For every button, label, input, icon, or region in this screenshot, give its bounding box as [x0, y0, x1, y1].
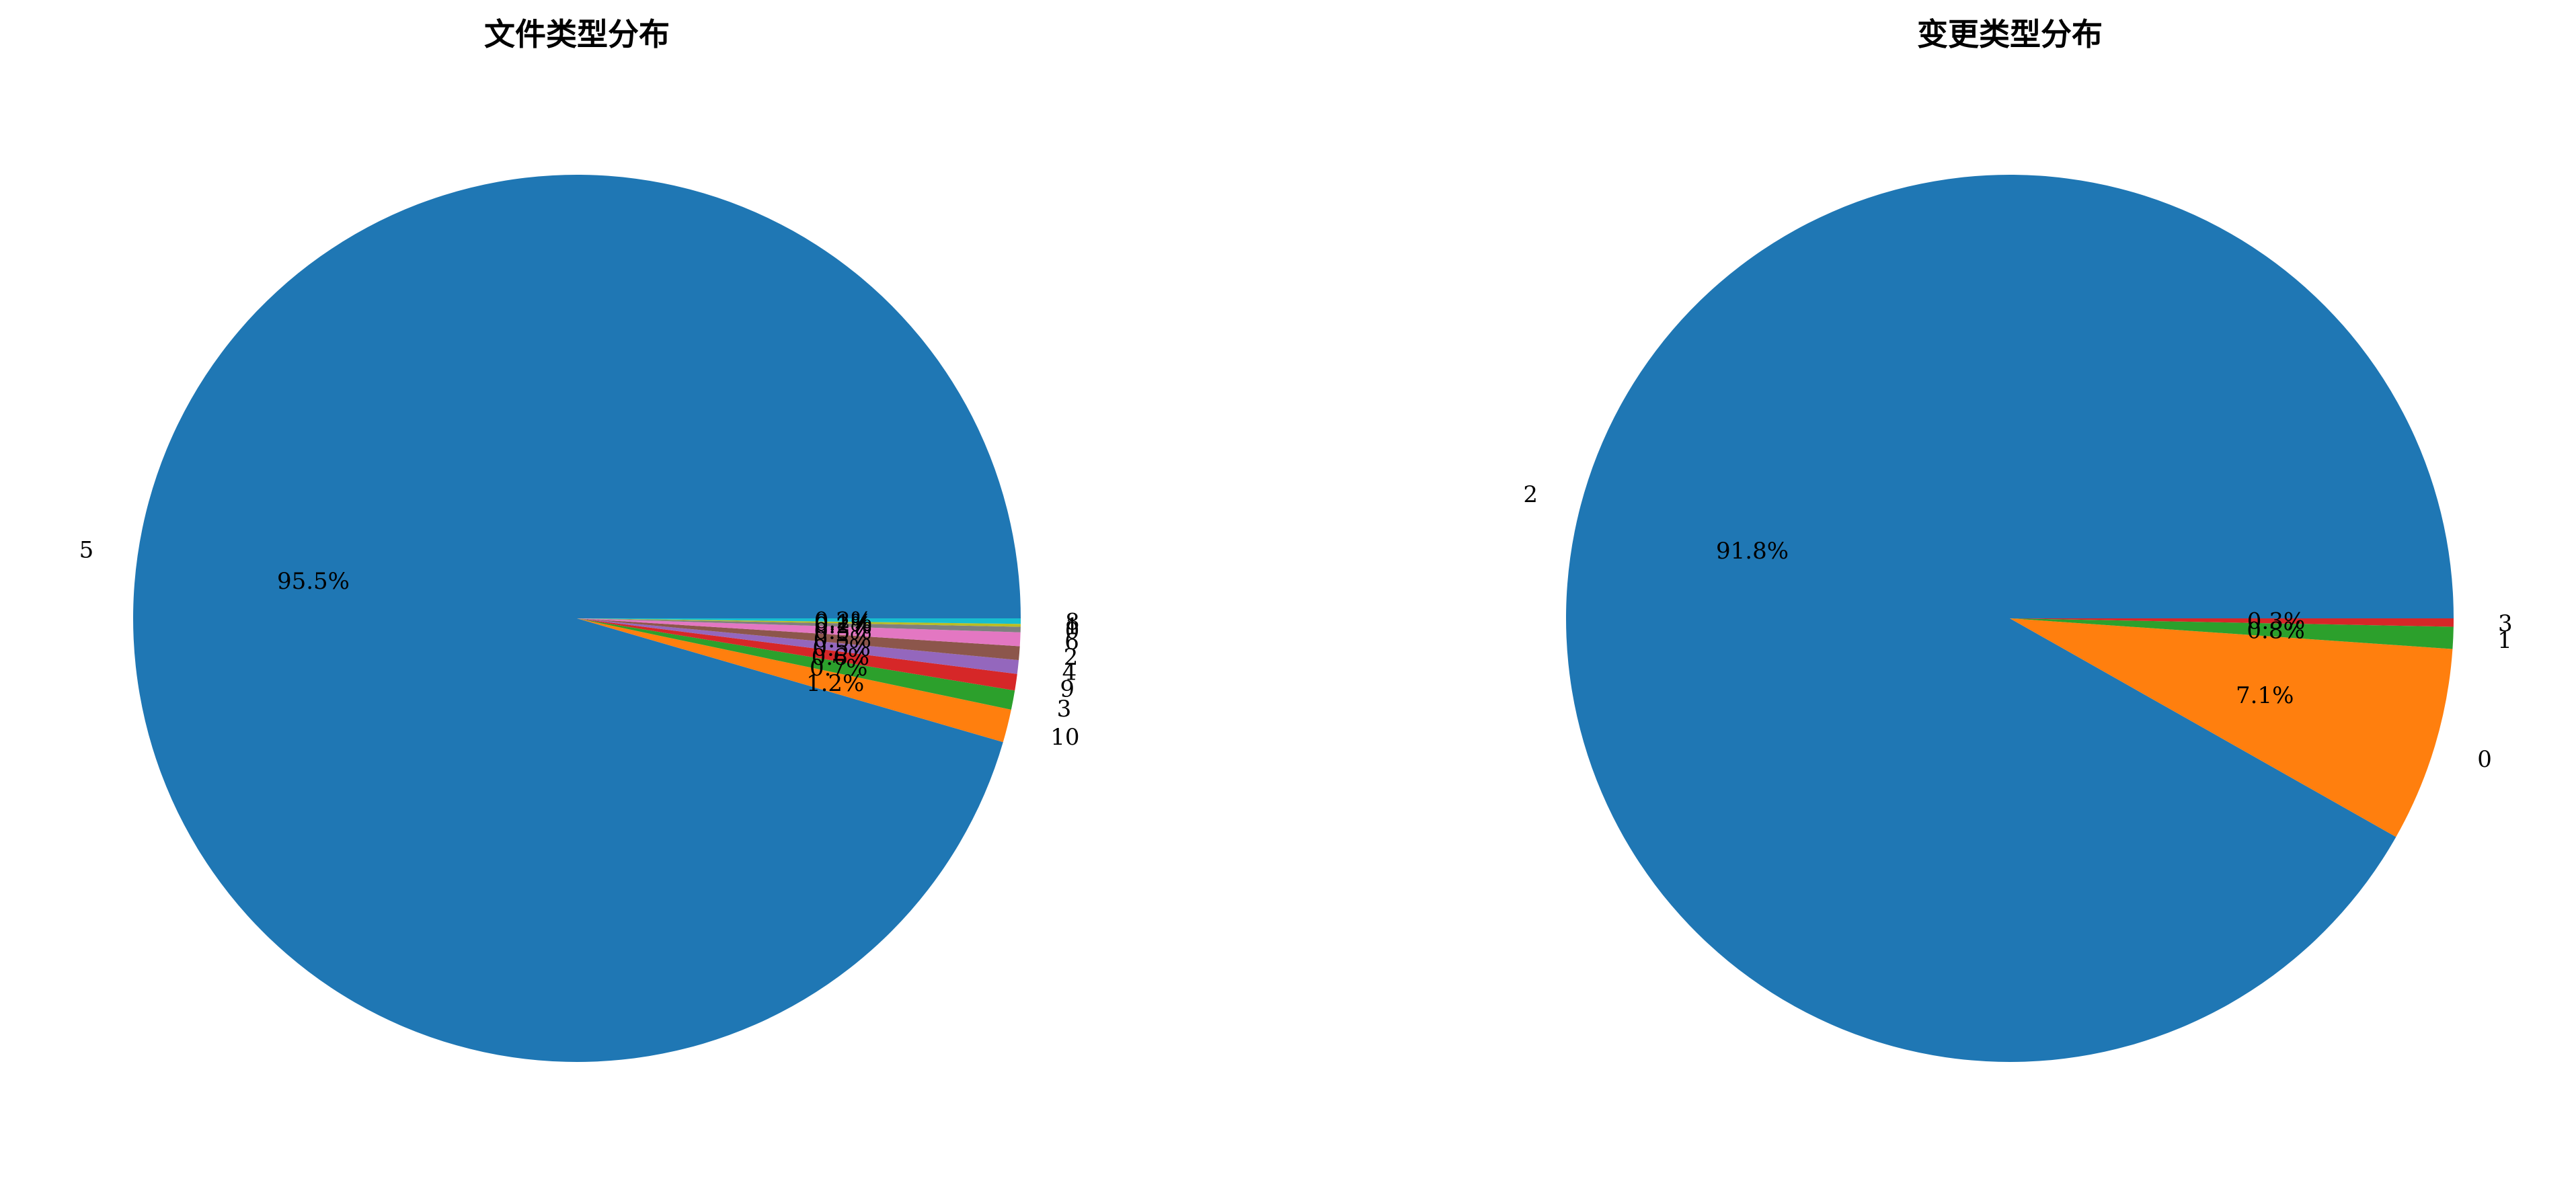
- slice-label: 1: [2497, 627, 2512, 654]
- pie-labels-change-type: 2 91.8% 0 7.1% 1 0.8% 3 0.3%: [1523, 481, 2512, 773]
- pie-slice-4: [577, 618, 1019, 674]
- slice-percent-label: 7.1%: [2236, 682, 2294, 709]
- slice-label: 8: [1065, 609, 1080, 636]
- pie-slice-3: [2010, 618, 2454, 627]
- slice-percent-label: 0.5%: [812, 634, 870, 661]
- slice-label: 3: [2498, 610, 2513, 637]
- pie-slice-6: [577, 618, 1021, 647]
- pie-chart-change-type: 变更类型分布 2 91.8% 0 7.1% 1 0.8% 3 0.3%: [1523, 16, 2513, 1063]
- slice-percent-label: 0.2%: [814, 607, 872, 634]
- pie-slice-1: [2010, 618, 2454, 649]
- chart-title-file-type: 文件类型分布: [484, 16, 670, 52]
- pie-slice-2: [1565, 175, 2454, 1063]
- pie-labels-file-type: 5 95.5% 10 1.2% 3 0.7% 9 0.6% 4 0.5% 2 0.5% 6 0.5% 0 0.…: [79, 537, 1080, 751]
- slice-label: 9: [1060, 676, 1075, 703]
- pie-slice-8: [577, 618, 1021, 624]
- pie-slice-5: [132, 174, 1021, 1062]
- pie-slice-1: [577, 618, 1021, 627]
- pie-slice-0: [577, 618, 1021, 632]
- slice-percent-label: 1.2%: [806, 670, 864, 697]
- slice-percent-label: 0.6%: [812, 644, 869, 671]
- slice-label: 0: [2477, 746, 2492, 773]
- pie-slices-change-type: [1565, 175, 2454, 1063]
- slice-label: 2: [1523, 481, 1538, 508]
- slice-label: 4: [1062, 659, 1077, 686]
- slice-percent-label: 95.5%: [277, 568, 350, 595]
- chart-title-change-type: 变更类型分布: [1917, 16, 2103, 52]
- slice-label: 0: [1065, 618, 1080, 645]
- slice-percent-label: 0.3%: [2247, 608, 2305, 635]
- slice-percent-label: 0.8%: [2247, 617, 2304, 644]
- pie-slice-2: [577, 618, 1020, 661]
- slice-label: 10: [1050, 724, 1079, 751]
- slice-label: 2: [1064, 644, 1079, 671]
- slice-label: 1: [1065, 613, 1080, 640]
- pie-slice-10: [577, 618, 1011, 743]
- pie-slices-file-type: [132, 174, 1021, 1062]
- slice-label: 6: [1064, 628, 1079, 655]
- pie-chart-file-type: 文件类型分布 5 95.5% 10 1.2% 3 0.7% 9 0.6% 4 0.5% 2 0.5% 6…: [79, 16, 1080, 1062]
- slice-percent-label: 0.5%: [814, 618, 871, 645]
- slice-percent-label: 0.7%: [810, 655, 867, 682]
- slice-label: 3: [1057, 696, 1072, 723]
- slice-percent-label: 0.1%: [814, 610, 872, 637]
- slice-percent-label: 91.8%: [1716, 538, 1789, 565]
- slice-percent-label: 0.5%: [814, 626, 871, 653]
- pie-slice-9: [577, 618, 1017, 691]
- slice-percent-label: 0.2%: [814, 612, 872, 639]
- slice-label: 5: [79, 537, 94, 564]
- pie-slice-0: [2010, 618, 2453, 837]
- pie-slice-3: [577, 618, 1015, 710]
